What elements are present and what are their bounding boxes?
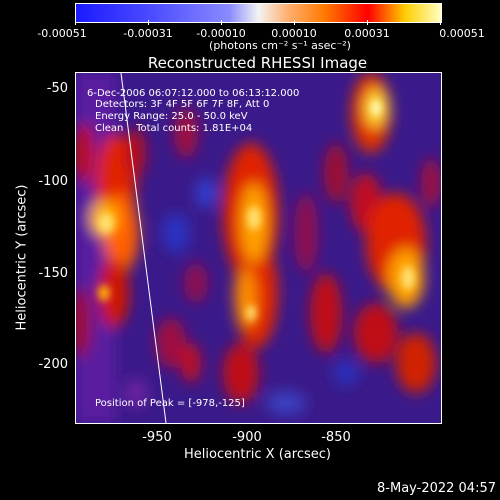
colorbar-label: 0.00051 [439,27,485,40]
x-tick-label: -850 [321,430,351,445]
y-axis-label: Heliocentric Y (arcsec) [14,184,30,331]
annotation-energy: Energy Range: 25.0 - 50.0 keV [95,111,248,122]
colorbar-label: 0.00010 [271,27,317,40]
colorbar-label: -0.00010 [196,27,246,40]
colorbar-label: -0.00051 [37,27,87,40]
colorbar [75,3,442,23]
colorbar-tick [221,20,222,25]
y-tick-label: -150 [38,266,68,281]
annotation-detectors: Detectors: 3F 4F 5F 6F 7F 8F, Att 0 [95,99,270,110]
image-plot [75,72,442,424]
limb-line [120,73,167,423]
colorbar-tick [148,20,149,25]
annotation-time: 6-Dec-2006 06:07:12.000 to 06:13:12.000 [87,88,300,99]
x-tick-label: -950 [142,430,172,445]
colorbar-label: 0.00031 [344,27,390,40]
x-tick-label: -900 [232,430,262,445]
y-tick-label: -100 [38,174,68,189]
colorbar-tick [440,20,441,25]
colorbar-units: (photons cm⁻² s⁻¹ asec⁻²) [209,39,351,52]
annotation-counts: Clean Total counts: 1.81E+04 [95,123,253,134]
y-tick-label: -200 [38,357,68,372]
colorbar-tick [75,20,76,25]
annotation-peak: Position of Peak = [-978,-125] [95,398,245,409]
colorbar-tick [367,20,368,25]
colorbar-label: -0.00031 [123,27,173,40]
y-tick-label: -50 [46,81,68,96]
image-title: Reconstructed RHESSI Image [147,54,368,72]
colorbar-tick [294,20,295,25]
image-heatmap [76,73,441,423]
footer-date: 8-May-2022 04:57 [377,481,496,496]
x-axis-label: Heliocentric X (arcsec) [184,447,331,462]
